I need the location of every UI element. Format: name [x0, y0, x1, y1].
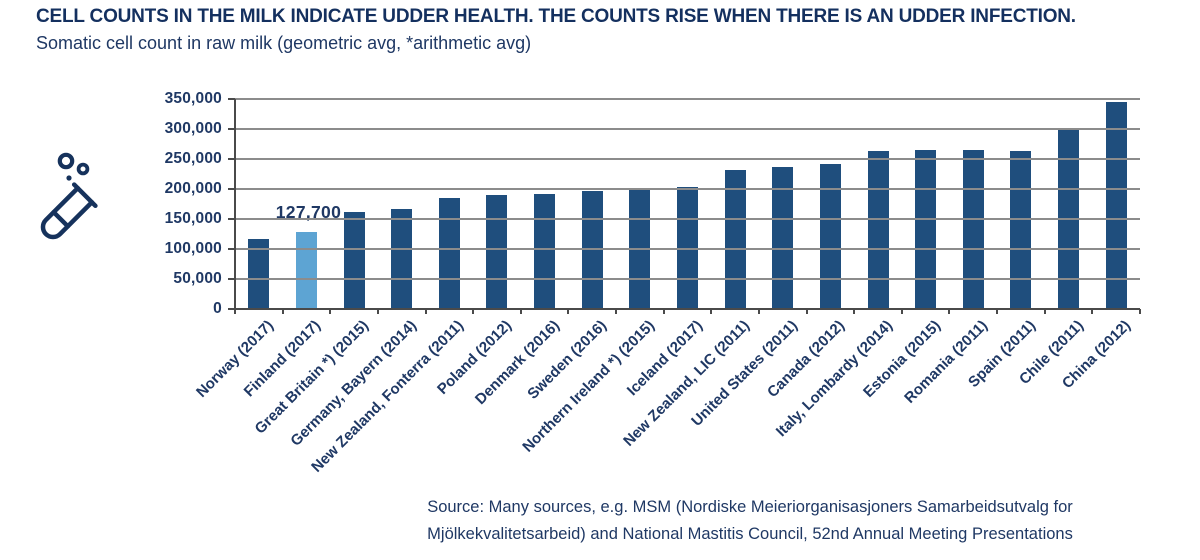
bar-romania-2011- [962, 150, 984, 309]
x-tick-19 [1139, 309, 1141, 314]
gridline-350000 [235, 98, 1140, 100]
x-tick-6 [519, 309, 522, 314]
source-line-1: Source: Many sources, e.g. MSM (Nordiske… [427, 498, 1073, 516]
x-tick-1 [281, 309, 284, 314]
x-tick-11 [757, 309, 760, 314]
source-note: Source: Many sources, e.g. MSM (Nordiske… [300, 494, 1200, 548]
x-tick-4 [424, 309, 427, 314]
y-axis-line [234, 99, 236, 314]
gridline-300000 [235, 128, 1140, 130]
x-tick-5 [472, 309, 475, 314]
bar-finland-2017- [295, 232, 317, 309]
y-tick-50,000 [228, 278, 235, 280]
y-tick-350,000 [228, 98, 235, 100]
x-tick-7 [567, 309, 570, 314]
y-axis-label-0: 0 [213, 300, 222, 317]
bar-canada-2012- [819, 164, 841, 309]
y-tick-200,000 [228, 188, 235, 190]
x-tick-15 [948, 309, 951, 314]
bar-new-zealand-lic-2011- [724, 170, 746, 309]
x-tick-0 [234, 309, 236, 314]
chart-title: CELL COUNTS IN THE MILK INDICATE UDDER H… [36, 6, 1076, 27]
bar-germany-bayern-2014- [391, 209, 413, 309]
x-tick-18 [1091, 309, 1094, 314]
bar-norway-2017- [248, 238, 270, 309]
y-tick-100,000 [228, 248, 235, 250]
gridline-200000 [235, 188, 1140, 190]
bar-new-zealand-fonterra-2011- [438, 198, 460, 309]
source-line-2: Mjölkekvalitetsarbeid) and National Mast… [427, 525, 1073, 543]
bar-china-2012- [1105, 102, 1127, 309]
x-tick-2 [329, 309, 332, 314]
plot-area [235, 98, 1140, 309]
highlight-value-label: 127,700 [275, 202, 342, 223]
y-tick-300,000 [228, 128, 235, 130]
bar-spain-2011- [1010, 150, 1032, 309]
bar-italy-lombardy-2014- [867, 151, 889, 309]
x-tick-9 [662, 309, 665, 314]
bar-denmark-2016- [534, 193, 556, 309]
gridline-150000 [235, 218, 1140, 220]
y-axis-label-50,000: 50,000 [173, 270, 222, 287]
y-tick-250,000 [228, 158, 235, 160]
gridline-100000 [235, 248, 1140, 250]
y-tick-0 [228, 308, 235, 310]
y-axis-label-100,000: 100,000 [164, 240, 222, 257]
x-tick-16 [996, 309, 999, 314]
x-tick-12 [805, 309, 808, 314]
test-tube-icon-svg [40, 152, 98, 240]
y-axis-label-250,000: 250,000 [164, 150, 222, 167]
x-axis-line [229, 308, 1140, 310]
bar-poland-2012- [486, 195, 508, 309]
x-tick-14 [900, 309, 903, 314]
y-axis-label-350,000: 350,000 [164, 90, 222, 107]
test-tube-with-cells-icon [20, 148, 132, 260]
x-tick-8 [615, 309, 618, 314]
y-axis-label-200,000: 200,000 [164, 180, 222, 197]
gridline-50000 [235, 278, 1140, 280]
y-tick-150,000 [228, 218, 235, 220]
y-axis-label-300,000: 300,000 [164, 120, 222, 137]
y-axis-label-150,000: 150,000 [164, 210, 222, 227]
bar-united-states-2011- [772, 167, 794, 309]
x-tick-3 [376, 309, 379, 314]
x-tick-10 [710, 309, 713, 314]
bar-estonia-2015- [915, 150, 937, 309]
x-tick-17 [1043, 309, 1046, 314]
x-tick-13 [853, 309, 856, 314]
gridline-250000 [235, 158, 1140, 160]
bar-great-britain-2015- [343, 212, 365, 309]
chart-subtitle: Somatic cell count in raw milk (geometri… [36, 33, 532, 53]
